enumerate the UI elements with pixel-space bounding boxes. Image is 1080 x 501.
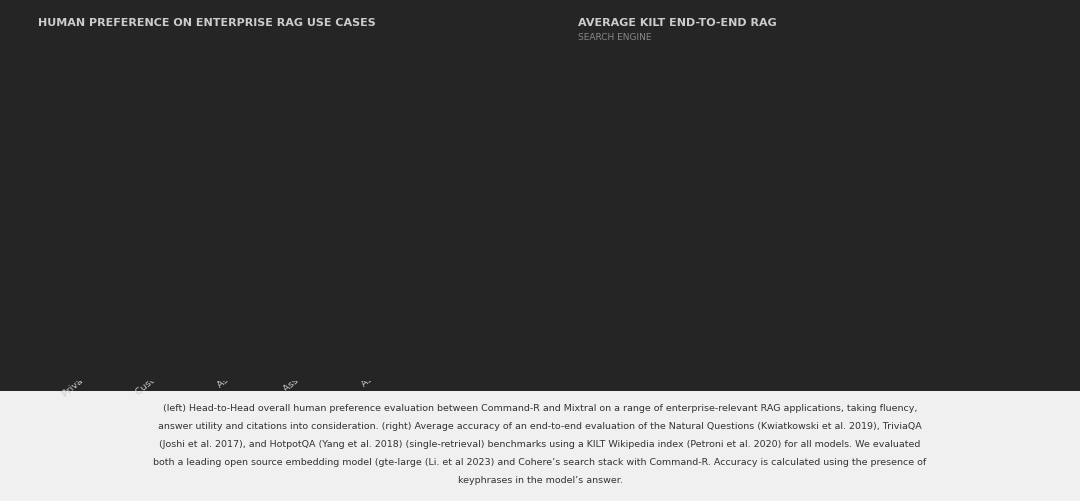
Bar bbox=[391, 125, 430, 189]
Bar bbox=[175, 180, 214, 321]
Text: 81.6%: 81.6% bbox=[105, 236, 140, 245]
Text: SEARCH ENGINE: SEARCH ENGINE bbox=[578, 33, 651, 42]
Legend: Command-R Wins, Mixtral Wins: Command-R Wins, Mixtral Wins bbox=[57, 29, 293, 40]
Text: 28.1%: 28.1% bbox=[176, 147, 213, 157]
Text: AVERAGE KILT END-TO-END RAG: AVERAGE KILT END-TO-END RAG bbox=[578, 18, 777, 28]
Bar bbox=[319, 125, 359, 182]
Text: both a leading open source embedding model (gte-large (Li. et al 2023) and Coher: both a leading open source embedding mod… bbox=[153, 457, 927, 466]
Bar bbox=[725, 163, 768, 321]
Text: 18.4%: 18.4% bbox=[104, 138, 140, 148]
Y-axis label: Accuracy: Accuracy bbox=[591, 187, 600, 238]
Bar bbox=[805, 204, 848, 321]
Y-axis label: Win Ratio: Win Ratio bbox=[33, 186, 43, 239]
Bar bbox=[462, 191, 502, 321]
Text: 63.2: 63.2 bbox=[814, 192, 838, 202]
Text: 32.7%: 32.7% bbox=[392, 152, 429, 162]
Text: 63.7: 63.7 bbox=[974, 190, 998, 200]
Text: 70.8%: 70.8% bbox=[320, 246, 356, 257]
Text: (Joshi et al. 2017), and HotpotQA (Yang et al. 2018) (single-retrieval) benchmar: (Joshi et al. 2017), and HotpotQA (Yang … bbox=[160, 439, 920, 448]
Text: 67.3%: 67.3% bbox=[392, 249, 429, 260]
Text: answer utility and citations into consideration. (right) Average accuracy of an : answer utility and citations into consid… bbox=[158, 421, 922, 430]
Text: 71.5: 71.5 bbox=[734, 151, 758, 161]
Bar bbox=[645, 144, 688, 321]
Bar bbox=[175, 125, 214, 180]
Bar bbox=[885, 190, 928, 321]
Text: 33.8%: 33.8% bbox=[464, 153, 500, 163]
Text: 75.2: 75.2 bbox=[653, 132, 679, 142]
Text: (left) Head-to-Head overall human preference evaluation between Command-R and Mi: (left) Head-to-Head overall human prefer… bbox=[163, 403, 917, 412]
Bar bbox=[391, 189, 430, 321]
Bar bbox=[103, 161, 143, 321]
Text: 71.8%: 71.8% bbox=[176, 245, 213, 256]
Bar bbox=[964, 202, 1008, 321]
Bar bbox=[462, 125, 502, 191]
Text: 66.0: 66.0 bbox=[894, 178, 918, 188]
Bar bbox=[246, 180, 286, 321]
Legend: Cohere Embed + Rerank, open source embeddings: Cohere Embed + Rerank, open source embed… bbox=[600, 29, 946, 40]
Bar bbox=[319, 182, 359, 321]
Text: 28.2%: 28.2% bbox=[248, 147, 284, 157]
Bar bbox=[246, 125, 286, 180]
Text: 66.2%: 66.2% bbox=[464, 251, 500, 261]
Bar bbox=[103, 125, 143, 161]
Text: 29.2%: 29.2% bbox=[321, 148, 356, 158]
Text: keyphrases in the model’s answer.: keyphrases in the model’s answer. bbox=[458, 475, 622, 484]
Text: 71.8%: 71.8% bbox=[248, 245, 285, 256]
Text: HUMAN PREFERENCE ON ENTERPRISE RAG USE CASES: HUMAN PREFERENCE ON ENTERPRISE RAG USE C… bbox=[38, 18, 376, 28]
